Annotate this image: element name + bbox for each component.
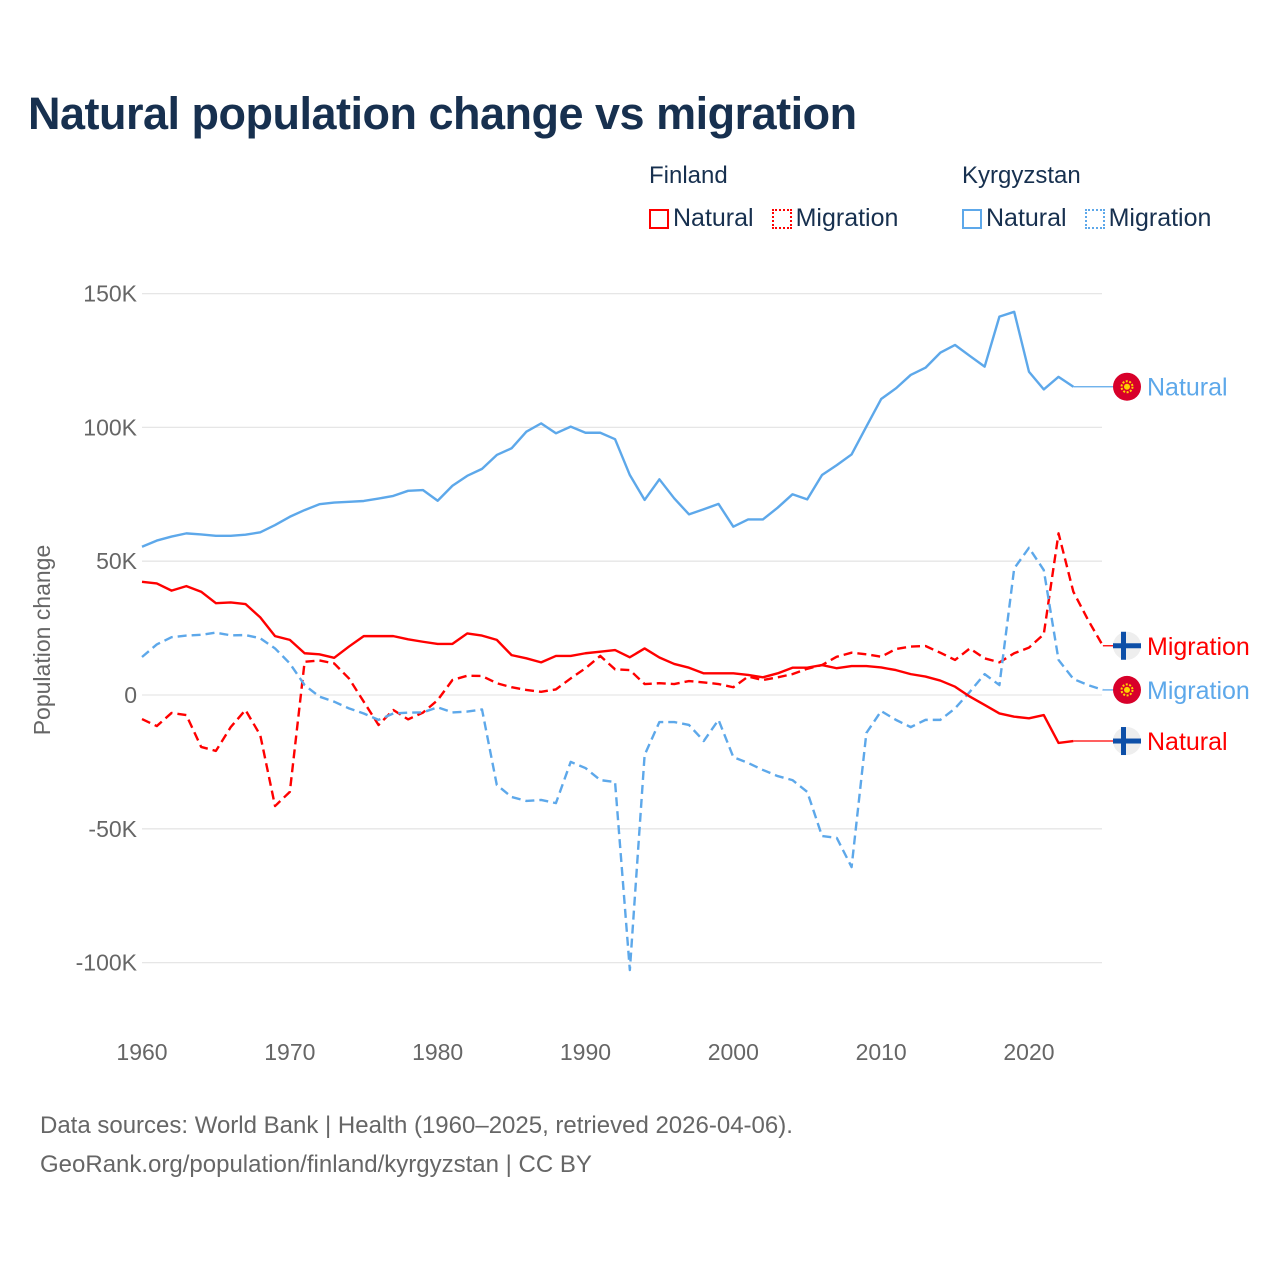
x-tick-label: 2010 — [856, 1039, 907, 1065]
legend-item-kyrgyzstan-natural[interactable]: Natural — [962, 204, 1067, 233]
data-source-text: Data sources: World Bank | Health (1960–… — [40, 1112, 793, 1139]
series-line-finland-natural[interactable] — [141, 580, 1074, 745]
finland-flag-icon — [1113, 727, 1141, 756]
x-tick-label: 1970 — [264, 1039, 315, 1065]
finland-flag-icon — [1113, 631, 1141, 660]
series-end-label: Migration — [1147, 633, 1250, 661]
legend-group-kyrgyzstan: Kyrgyzstan Natural Migration — [962, 162, 1211, 233]
y-axis-label: Population change — [29, 545, 55, 736]
series-line-finland-migration[interactable] — [141, 532, 1104, 808]
y-tick-label: 150K — [83, 281, 137, 307]
legend-group-finland: Finland Natural Migration — [649, 162, 898, 233]
legend-swatch-solid-icon — [962, 208, 982, 229]
legend-swatch-solid-icon — [649, 208, 669, 229]
x-tick-label: 2000 — [708, 1039, 759, 1065]
series-end-label: Natural — [1147, 374, 1228, 402]
legend-swatch-dotted-icon — [1084, 208, 1105, 229]
legend-item-kyrgyzstan-migration[interactable]: Migration — [1084, 204, 1212, 233]
legend-label: Migration — [1108, 204, 1212, 232]
legend-item-finland-natural[interactable]: Natural — [649, 204, 754, 233]
kyrgyzstan-flag-icon — [1113, 372, 1141, 401]
chart-title: Natural population change vs migration — [28, 88, 857, 139]
footer: Data sources: World Bank | Health (1960–… — [40, 1106, 793, 1184]
series-end-label: Migration — [1147, 677, 1250, 705]
legend-label: Natural — [986, 204, 1067, 232]
legend-item-finland-migration[interactable]: Migration — [771, 204, 899, 233]
y-tick-label: 50K — [96, 548, 138, 574]
x-tick-label: 1990 — [560, 1039, 611, 1065]
legend-label: Migration — [795, 204, 899, 232]
series-line-kyrgyzstan-natural[interactable] — [141, 310, 1074, 548]
kyrgyzstan-flag-icon — [1113, 675, 1141, 704]
series-line-kyrgyzstan-migration[interactable] — [141, 546, 1104, 972]
y-tick-label: -100K — [76, 950, 138, 976]
legend-label: Natural — [673, 204, 754, 232]
x-tick-label: 1980 — [412, 1039, 463, 1065]
y-tick-label: 0 — [124, 682, 137, 708]
x-tick-label: 1960 — [116, 1039, 167, 1065]
legend-group-name: Finland — [649, 162, 728, 189]
legend-group-name: Kyrgyzstan — [962, 162, 1081, 189]
x-tick-label: 2020 — [1003, 1039, 1054, 1065]
series-end-label: Natural — [1147, 728, 1228, 756]
legend-swatch-dotted-icon — [771, 208, 792, 229]
y-tick-label: 100K — [83, 414, 137, 440]
y-tick-label: -50K — [88, 816, 137, 842]
attribution-link[interactable]: GeoRank.org/population/finland/kyrgyzsta… — [40, 1151, 592, 1178]
